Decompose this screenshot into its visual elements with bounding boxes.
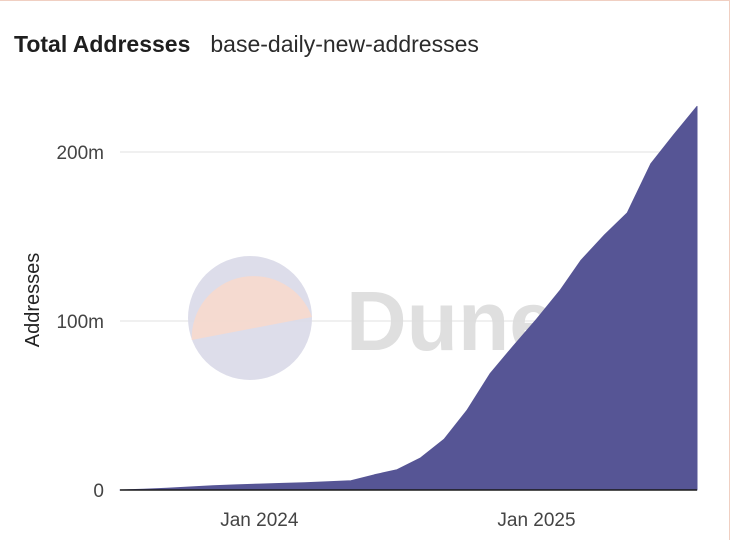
watermark-logo-top xyxy=(191,276,312,340)
chart-subtitle: base-daily-new-addresses xyxy=(210,31,479,57)
y-axis-label: Addresses xyxy=(22,253,44,348)
chart-title: Total Addresses xyxy=(14,31,191,57)
x-tick-label: Jan 2024 xyxy=(220,510,299,531)
y-axis-ticks: 0 100m 200m xyxy=(56,143,104,502)
series-area xyxy=(119,105,698,491)
y-tick-label: 200m xyxy=(56,143,104,164)
y-tick-label: 100m xyxy=(56,312,104,333)
x-axis-ticks: Jan 2024 Jan 2025 xyxy=(220,510,575,531)
chart-header: Total Addresses base-daily-new-addresses xyxy=(14,31,479,58)
y-tick-label: 0 xyxy=(93,481,104,502)
x-tick-label: Jan 2025 xyxy=(497,510,575,531)
